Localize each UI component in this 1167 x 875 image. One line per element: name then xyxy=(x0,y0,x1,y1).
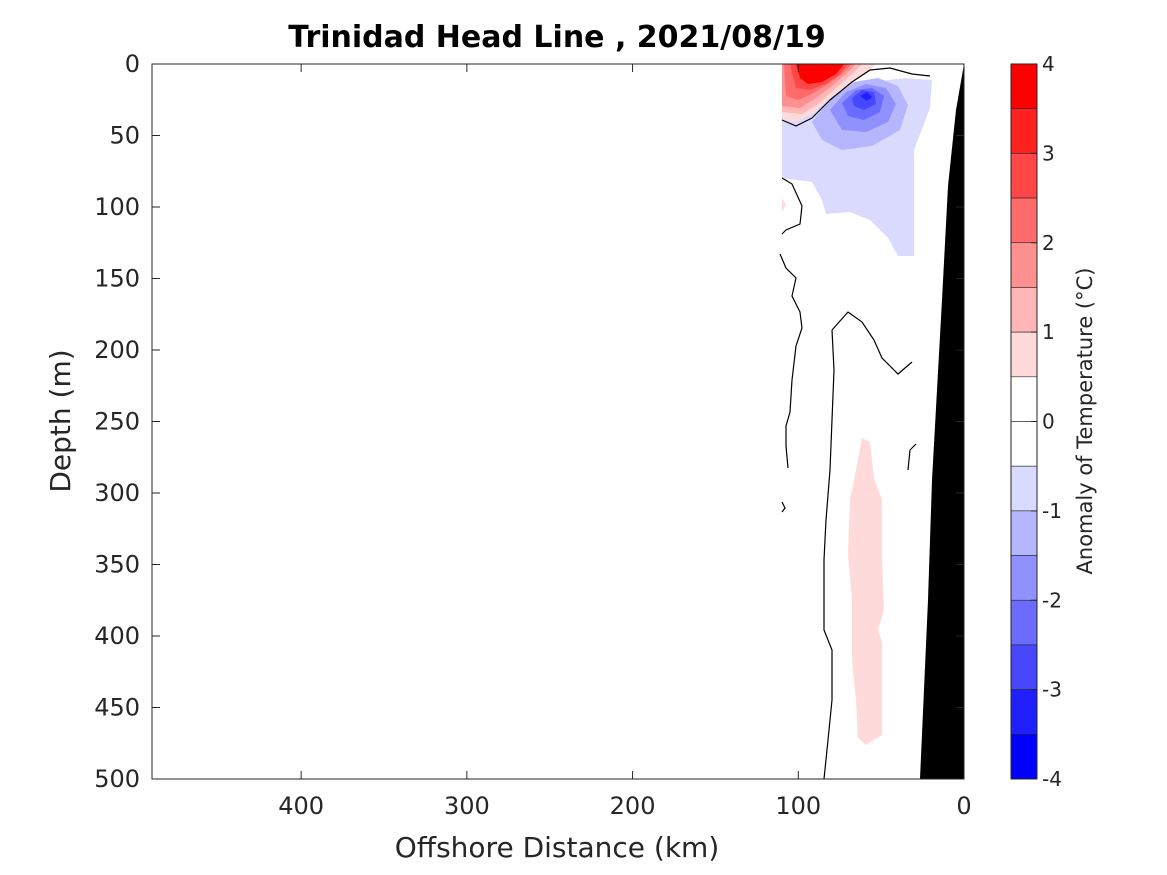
cold-core xyxy=(860,92,872,101)
warm-tongue-edge xyxy=(782,198,786,212)
bathymetry-mask xyxy=(920,64,964,779)
x-tick-label: 300 xyxy=(444,792,490,820)
colorbar-band xyxy=(1010,242,1038,288)
colorbar-band xyxy=(1010,689,1038,735)
colorbar-band xyxy=(1010,510,1038,556)
contour-lines xyxy=(779,67,931,780)
colorbar-band xyxy=(1010,153,1038,199)
colorbar-band xyxy=(1010,108,1038,154)
y-tick-label: 500 xyxy=(94,765,140,793)
colorbar-tick-label: -3 xyxy=(1042,678,1062,702)
colorbar-band xyxy=(1010,421,1038,467)
chart-title: Trinidad Head Line , 2021/08/19 xyxy=(288,20,825,55)
contour-fills xyxy=(782,64,932,745)
x-tick-marks xyxy=(300,64,965,779)
colorbar-tick-label: 2 xyxy=(1042,231,1055,255)
y-tick-label: 450 xyxy=(94,694,140,722)
y-tick-label: 300 xyxy=(94,479,140,507)
colorbar-band xyxy=(1010,555,1038,601)
colorbar-label: Anomaly of Temperature (°C) xyxy=(1073,268,1097,575)
warm-tongue-region xyxy=(848,438,884,745)
colorbar-band xyxy=(1010,287,1038,333)
y-tick-label: 350 xyxy=(94,551,140,579)
y-tick-label: 100 xyxy=(94,193,140,221)
y-tick-label: 250 xyxy=(94,408,140,436)
y-tick-label: 400 xyxy=(94,622,140,650)
contour-line-main-descent xyxy=(823,329,835,780)
x-axis-label: Offshore Distance (km) xyxy=(395,831,720,864)
y-tick-labels: 0 50 100 150 200 250 300 350 400 450 500 xyxy=(94,50,140,793)
plot-area xyxy=(151,63,965,780)
contour-line-deep-offshore xyxy=(779,253,803,469)
colorbar-tick-label: -2 xyxy=(1042,588,1062,612)
colorbar: 4 3 2 1 0 -1 -2 -3 -4 Anomaly of Temperature (°C… xyxy=(1010,52,1097,791)
contour-line-main xyxy=(831,311,913,375)
contour-line-blip xyxy=(781,501,786,513)
colorbar-tick-label: 0 xyxy=(1042,410,1055,434)
colorbar-tick-label: 4 xyxy=(1042,52,1055,76)
contour-line-offshore-loop xyxy=(781,177,803,235)
colorbar-band xyxy=(1010,599,1038,646)
y-tick-label: 0 xyxy=(125,50,140,78)
x-tick-label: 400 xyxy=(278,792,324,820)
contour-line-nearshore xyxy=(907,443,917,471)
warm-core xyxy=(796,64,844,84)
colorbar-band xyxy=(1010,376,1038,422)
y-tick-label: 50 xyxy=(109,122,140,150)
colorbar-band xyxy=(1010,197,1038,244)
colorbar-tick-label: 3 xyxy=(1042,141,1055,165)
x-tick-label: 0 xyxy=(956,792,971,820)
x-tick-labels: 400 300 200 100 0 xyxy=(278,792,971,820)
colorbar-tick-label: -1 xyxy=(1042,499,1062,523)
y-tick-label: 200 xyxy=(94,336,140,364)
x-tick-label: 100 xyxy=(775,792,821,820)
colorbar-tick-label: -4 xyxy=(1042,767,1062,791)
colorbar-band xyxy=(1010,734,1038,780)
y-tick-label: 150 xyxy=(94,265,140,293)
colorbar-band xyxy=(1010,465,1038,512)
colorbar-tick-label: 1 xyxy=(1042,320,1055,344)
y-axis-label: Depth (m) xyxy=(44,349,77,492)
colorbar-band xyxy=(1010,63,1038,109)
colorbar-band xyxy=(1010,644,1038,690)
colorbar-bands xyxy=(1010,63,1038,780)
y-tick-marks xyxy=(152,63,964,780)
colorbar-ticks: 4 3 2 1 0 -1 -2 -3 -4 xyxy=(1031,52,1062,791)
x-tick-label: 200 xyxy=(610,792,656,820)
contour-line-surface xyxy=(781,67,931,127)
colorbar-band xyxy=(1010,331,1038,378)
